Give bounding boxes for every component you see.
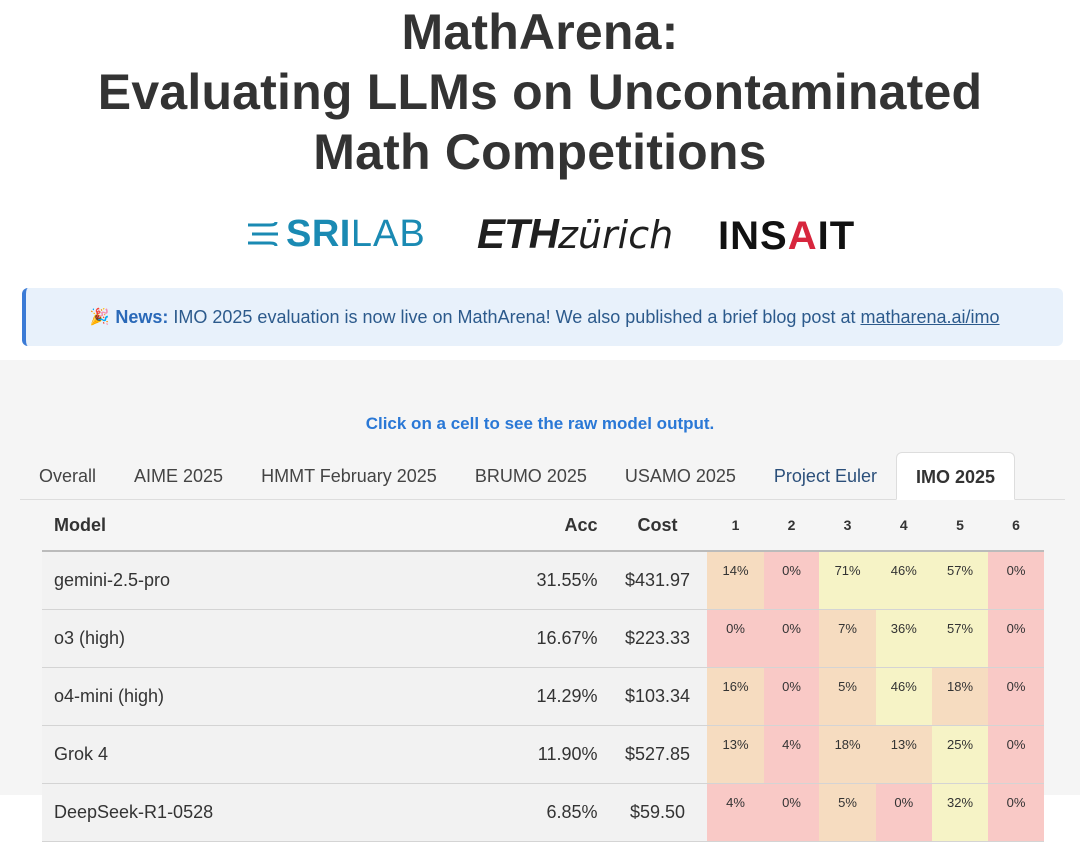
score-cell[interactable]: 46% bbox=[875, 667, 932, 726]
score-cell[interactable]: 0% bbox=[707, 609, 764, 668]
score-cell[interactable]: 0% bbox=[763, 667, 820, 726]
news-blog-link[interactable]: matharena.ai/imo bbox=[860, 306, 1000, 327]
news-label: News: bbox=[115, 306, 169, 327]
score-cell[interactable]: 5% bbox=[819, 667, 876, 726]
tab-brumo-2025[interactable]: BRUMO 2025 bbox=[474, 466, 587, 486]
score-cell[interactable]: 5% bbox=[819, 783, 876, 842]
table-row: o3 (high) 16.67% $223.33 0% 0% 7% 36% 57… bbox=[42, 609, 1044, 668]
title-line-2: Evaluating LLMs on Uncontaminated bbox=[97, 64, 983, 120]
score-cell[interactable]: 13% bbox=[707, 725, 764, 784]
page-title: MathArena: Evaluating LLMs on Uncontamin… bbox=[0, 2, 1080, 182]
score-cell[interactable]: 0% bbox=[988, 551, 1044, 610]
tab-project-euler[interactable]: Project Euler bbox=[773, 466, 877, 486]
acc-value: 31.55% bbox=[502, 551, 608, 610]
model-name: DeepSeek-R1-0528 bbox=[42, 783, 503, 842]
cost-value: $431.97 bbox=[607, 551, 708, 610]
model-name: o4-mini (high) bbox=[42, 667, 503, 726]
score-cell[interactable]: 0% bbox=[988, 783, 1044, 842]
tab-aime-2025[interactable]: AIME 2025 bbox=[134, 466, 224, 486]
col-header-problem-4[interactable]: 4 bbox=[875, 500, 932, 552]
score-cell[interactable]: 71% bbox=[819, 551, 876, 610]
insait-text-a: A bbox=[787, 214, 818, 258]
table-row: o4-mini (high) 14.29% $103.34 16% 0% 5% … bbox=[42, 667, 1044, 726]
title-line-3: Math Competitions bbox=[313, 124, 767, 180]
score-cell[interactable]: 32% bbox=[931, 783, 989, 842]
click-hint: Click on a cell to see the raw model out… bbox=[365, 414, 715, 433]
insait-text-post: IT bbox=[817, 214, 856, 258]
news-banner: 🎉 News: IMO 2025 evaluation is now live … bbox=[22, 288, 1063, 346]
col-header-acc[interactable]: Acc bbox=[502, 500, 608, 552]
model-name: gemini-2.5-pro bbox=[42, 551, 503, 610]
col-header-model[interactable]: Model bbox=[42, 500, 503, 552]
table-row: gemini-2.5-pro 31.55% $431.97 14% 0% 71%… bbox=[42, 551, 1044, 610]
score-cell[interactable]: 13% bbox=[875, 725, 932, 784]
leaderboard-table: Model Acc Cost 1 2 3 4 5 6 gemini-2.5-pr… bbox=[42, 500, 1044, 842]
score-cell[interactable]: 0% bbox=[988, 609, 1044, 668]
col-header-problem-6[interactable]: 6 bbox=[988, 500, 1044, 552]
score-cell[interactable]: 36% bbox=[875, 609, 932, 668]
model-name: o3 (high) bbox=[42, 609, 503, 668]
tab-overall[interactable]: Overall bbox=[39, 466, 97, 486]
score-cell[interactable]: 16% bbox=[707, 667, 764, 726]
acc-value: 6.85% bbox=[502, 783, 608, 842]
cost-value: $59.50 bbox=[607, 783, 708, 842]
acc-value: 14.29% bbox=[502, 667, 608, 726]
score-cell[interactable]: 0% bbox=[988, 725, 1044, 784]
score-cell[interactable]: 4% bbox=[707, 783, 764, 842]
score-cell[interactable]: 57% bbox=[931, 609, 989, 668]
cost-value: $223.33 bbox=[607, 609, 708, 668]
zurich-text: zürich bbox=[558, 213, 674, 257]
eth-text: ETH bbox=[477, 210, 559, 257]
cost-value: $527.85 bbox=[607, 725, 708, 784]
score-cell[interactable]: 18% bbox=[931, 667, 989, 726]
news-text: IMO 2025 evaluation is now live on MathA… bbox=[173, 306, 856, 327]
eth-zurich-logo[interactable]: ETHzürich bbox=[477, 210, 673, 259]
cost-value: $103.34 bbox=[607, 667, 708, 726]
score-cell[interactable]: 0% bbox=[988, 667, 1044, 726]
tab-hmmt-february-2025[interactable]: HMMT February 2025 bbox=[261, 466, 437, 486]
tab-usamo-2025[interactable]: USAMO 2025 bbox=[624, 466, 736, 486]
col-header-problem-2[interactable]: 2 bbox=[763, 500, 820, 552]
col-header-cost[interactable]: Cost bbox=[607, 500, 708, 552]
logos-row: SRI LAB ETHzürich INSAIT bbox=[0, 210, 1080, 260]
srilab-sri-text: SRI bbox=[286, 212, 351, 255]
table-row: Grok 4 11.90% $527.85 13% 4% 18% 13% 25%… bbox=[42, 725, 1044, 784]
col-header-problem-3[interactable]: 3 bbox=[819, 500, 876, 552]
score-cell[interactable]: 0% bbox=[875, 783, 932, 842]
score-cell[interactable]: 0% bbox=[763, 551, 820, 610]
insait-text-pre: INS bbox=[718, 214, 788, 258]
srilab-lab-text: LAB bbox=[350, 212, 426, 255]
table-row: DeepSeek-R1-0528 6.85% $59.50 4% 0% 5% 0… bbox=[42, 783, 1044, 842]
party-popper-icon: 🎉 bbox=[89, 309, 110, 326]
col-header-problem-5[interactable]: 5 bbox=[931, 500, 989, 552]
score-cell[interactable]: 0% bbox=[763, 609, 820, 668]
score-cell[interactable]: 18% bbox=[819, 725, 876, 784]
col-header-problem-1[interactable]: 1 bbox=[707, 500, 764, 552]
score-cell[interactable]: 25% bbox=[931, 725, 989, 784]
score-cell[interactable]: 57% bbox=[931, 551, 989, 610]
acc-value: 11.90% bbox=[502, 725, 608, 784]
table-header-row: Model Acc Cost 1 2 3 4 5 6 bbox=[42, 500, 1044, 552]
score-cell[interactable]: 14% bbox=[707, 551, 764, 610]
competition-tabs: Overall AIME 2025 HMMT February 2025 BRU… bbox=[20, 452, 1065, 500]
score-cell[interactable]: 7% bbox=[819, 609, 876, 668]
acc-value: 16.67% bbox=[502, 609, 608, 668]
srilab-logo[interactable]: SRI LAB bbox=[246, 212, 426, 255]
tab-imo-2025[interactable]: IMO 2025 bbox=[895, 452, 1016, 500]
insait-logo[interactable]: INSAIT bbox=[718, 214, 855, 258]
score-cell[interactable]: 0% bbox=[763, 783, 820, 842]
score-cell[interactable]: 46% bbox=[875, 551, 932, 610]
srilab-wind-icon bbox=[248, 221, 278, 247]
model-name: Grok 4 bbox=[42, 725, 503, 784]
score-cell[interactable]: 4% bbox=[763, 725, 820, 784]
title-line-1: MathArena: bbox=[401, 4, 679, 60]
